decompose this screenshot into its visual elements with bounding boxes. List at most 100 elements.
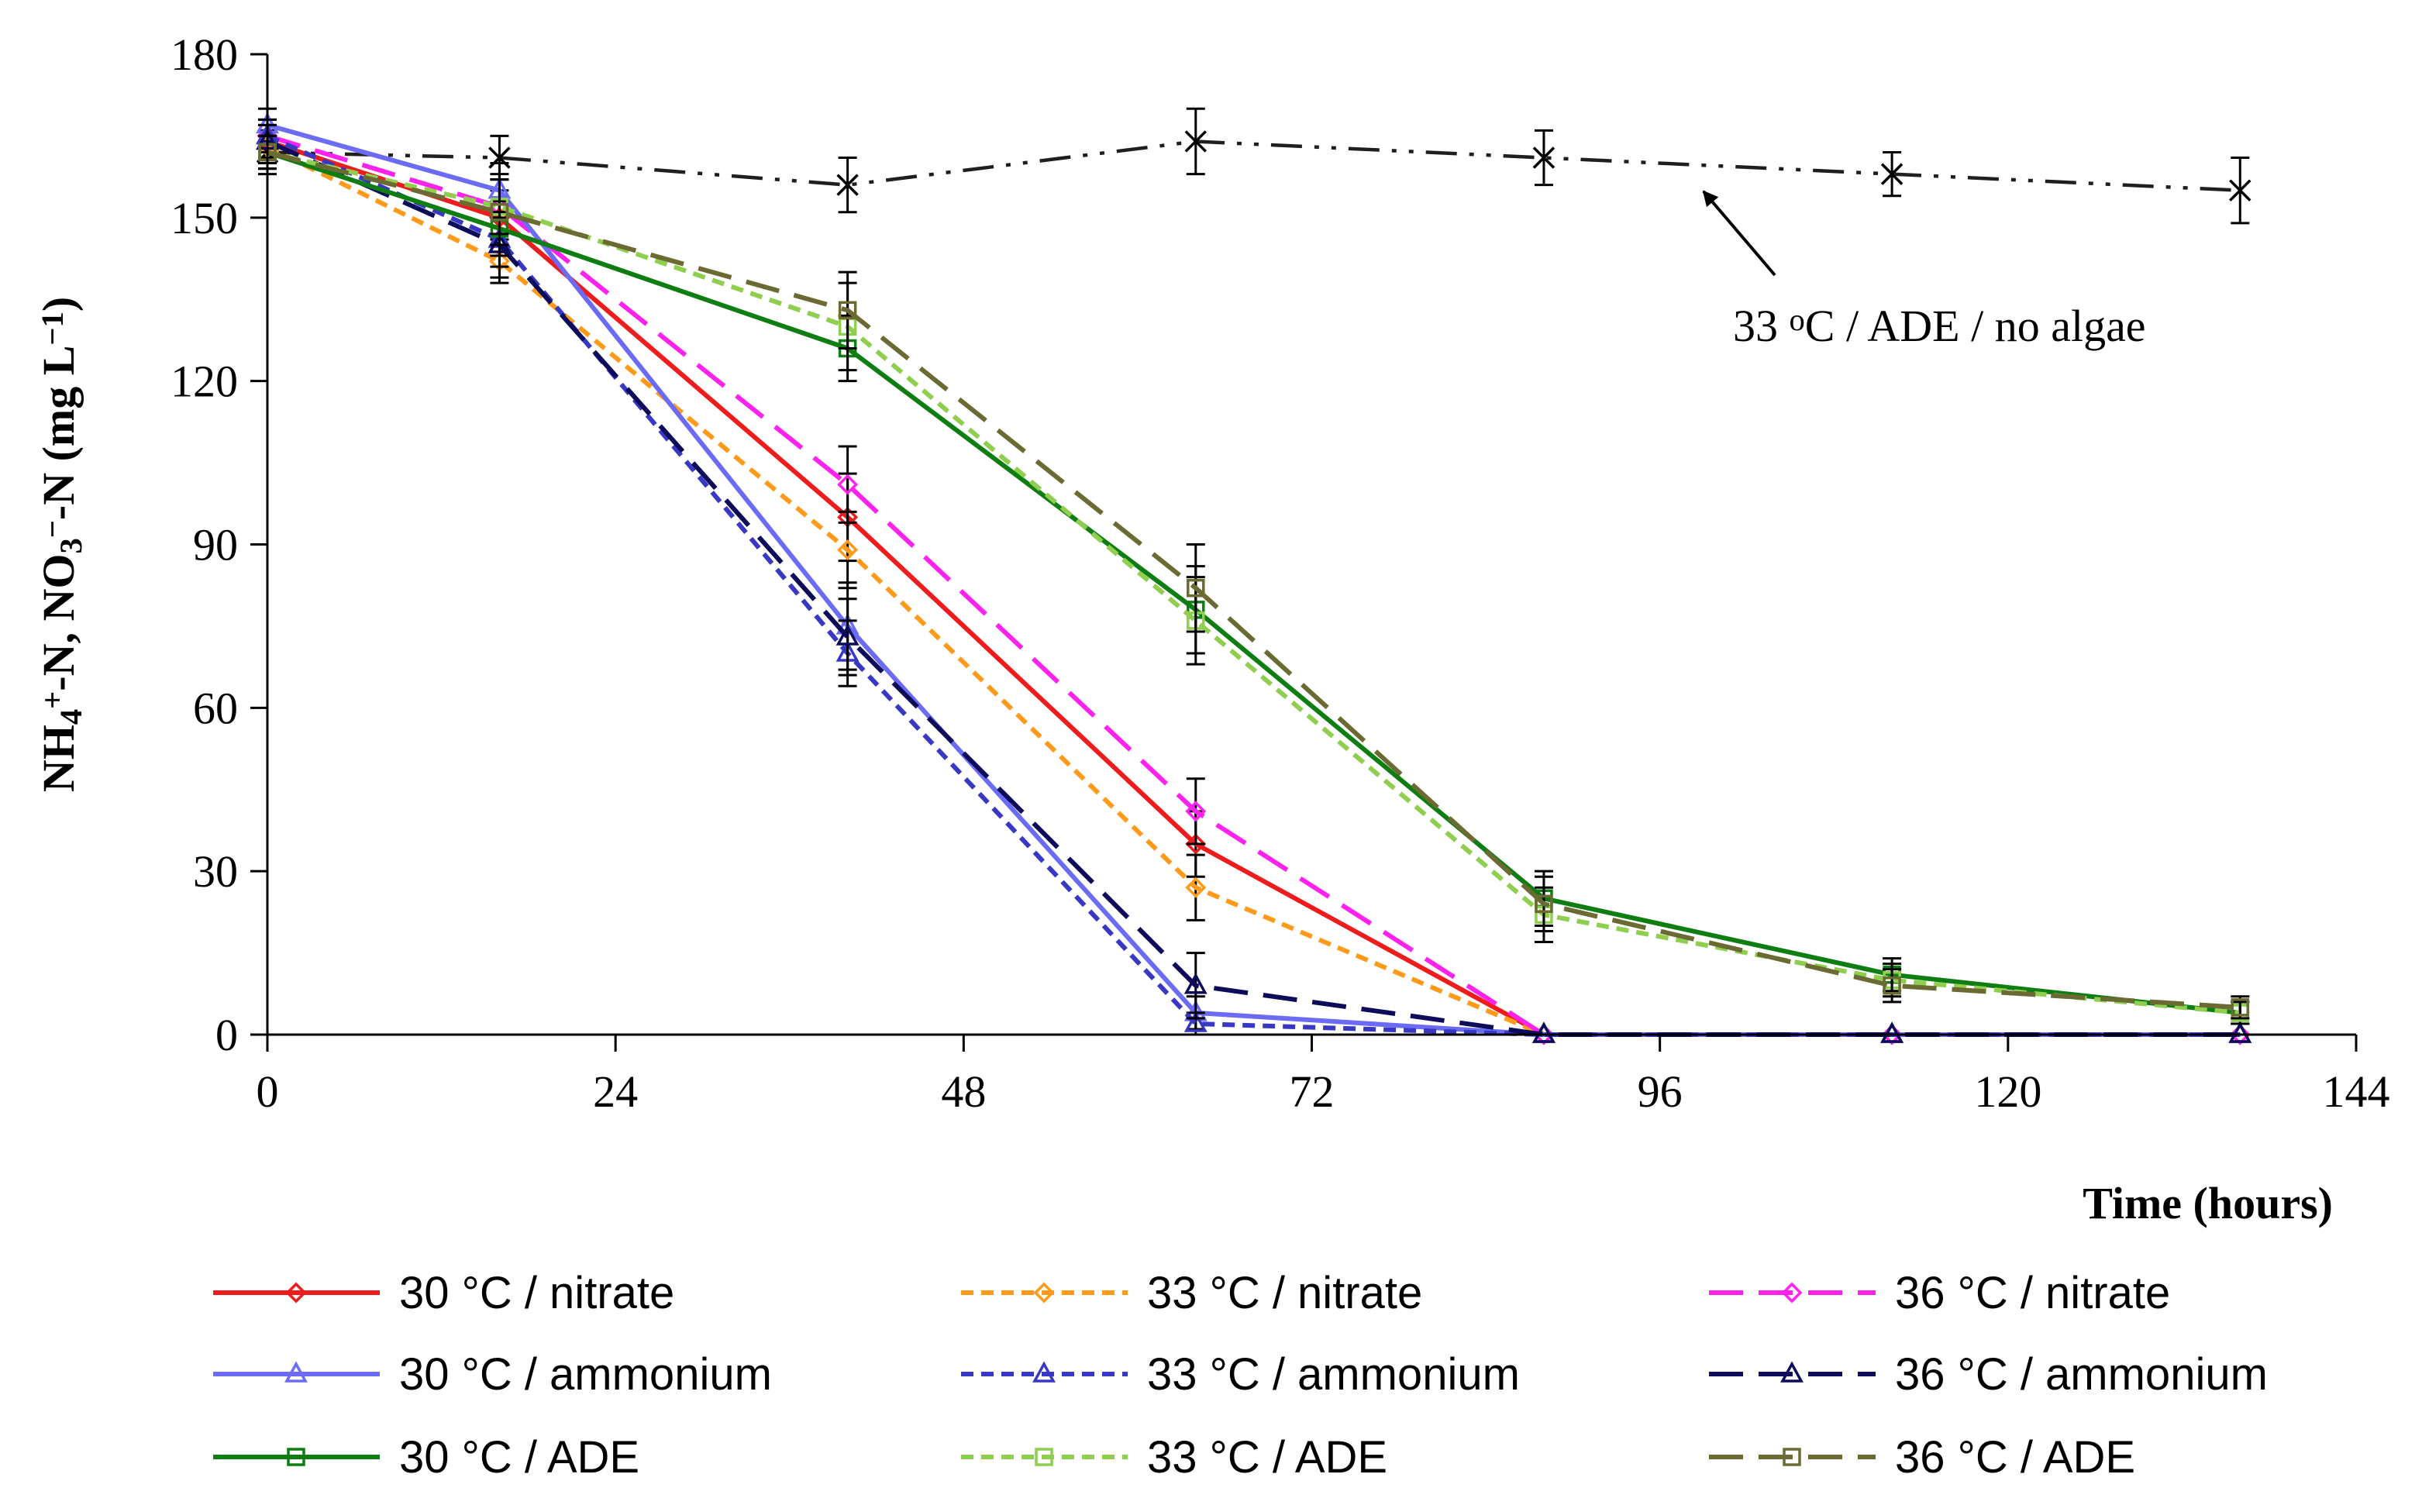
- legend-swatch-marker: [1032, 1361, 1056, 1383]
- annotation-label: 33 oC / ADE / no algae: [1733, 301, 2146, 351]
- data-point: [1883, 976, 1901, 995]
- y-tick-label: 120: [171, 356, 238, 407]
- data-point: [1184, 130, 1208, 153]
- legend-item-t36-nitrate: 36 °C / nitrate: [1709, 1268, 2170, 1318]
- x-tick-label: 0: [257, 1066, 279, 1117]
- legend-item-t30-ade: 30 °C / ADE: [213, 1432, 639, 1483]
- legend-item-t36-ammonium: 36 °C / ammonium: [1709, 1349, 2268, 1400]
- y-tick-label: 0: [215, 1010, 238, 1060]
- legend-label: 36 °C / ammonium: [1895, 1349, 2268, 1400]
- x-tick-label: 24: [593, 1066, 638, 1117]
- series-line: [267, 122, 2241, 1037]
- error-bar: [490, 178, 509, 246]
- legend-item-t30-nitrate: 30 °C / nitrate: [213, 1268, 674, 1318]
- series-t33-ammonium: [256, 118, 2252, 1043]
- legend-item-t33-nitrate: 33 °C / nitrate: [961, 1268, 1422, 1318]
- data-point: [1183, 1011, 1208, 1032]
- annotation-arrow: [1702, 190, 1776, 277]
- x-tick-label: 48: [941, 1066, 986, 1117]
- series-line: [267, 150, 2241, 1010]
- annotation: 33 oC / ADE / no algae: [1702, 190, 2146, 351]
- series-line: [267, 133, 2241, 1037]
- series-line: [267, 150, 2241, 1015]
- text-part: NH: [33, 725, 84, 792]
- legend-label: 33 °C / ammonium: [1147, 1349, 1520, 1400]
- legend-item-t33-ade: 33 °C / ADE: [961, 1432, 1387, 1483]
- x-tick-label: 144: [2323, 1066, 2390, 1117]
- series-line: [266, 144, 2241, 1037]
- legend-label: 30 °C / nitrate: [399, 1268, 674, 1318]
- legend: 30 °C / nitrate 33 °C / nitrate 36 °C / ni…: [213, 1268, 2268, 1483]
- data-point: [836, 174, 859, 196]
- data-point: [1880, 1021, 1904, 1043]
- legend-label: 33 °C / nitrate: [1147, 1268, 1422, 1318]
- data-point: [1535, 894, 1553, 914]
- x-tick-label: 72: [1290, 1066, 1335, 1117]
- legend-swatch-marker: [287, 1448, 305, 1466]
- data-point: [2229, 179, 2251, 201]
- legend-item-t36-ade: 36 °C / ADE: [1709, 1432, 2135, 1483]
- legend-label: 36 °C / ADE: [1895, 1432, 2135, 1483]
- data-point: [1185, 833, 1207, 855]
- data-point: [2228, 1021, 2252, 1043]
- legend-label: 33 °C / ADE: [1147, 1432, 1387, 1483]
- y-tick-label: 60: [193, 683, 238, 733]
- legend-swatch-marker: [1033, 1282, 1055, 1304]
- y-tick-label: 90: [193, 520, 238, 570]
- text-part: −: [35, 520, 70, 538]
- legend-swatch-marker: [1781, 1282, 1803, 1304]
- data-point: [1532, 146, 1556, 169]
- text-part: ): [33, 297, 84, 312]
- axes-layer: 0 30 60 90 120 150 180 0 24 48 72 96 120 144 Time (hou…: [33, 29, 2390, 1228]
- text-part: 4: [53, 709, 88, 725]
- error-bar: [1883, 968, 1902, 1004]
- data-point: [838, 301, 857, 320]
- series-layer: [256, 107, 2252, 1045]
- series-line: [267, 139, 2241, 1037]
- legend-label: 36 °C / nitrate: [1895, 1268, 2170, 1318]
- legend-swatch-marker: [285, 1282, 307, 1304]
- data-point: [1187, 578, 1205, 598]
- legend-swatch-marker: [1780, 1361, 1804, 1383]
- data-point: [488, 146, 511, 169]
- data-point: [2229, 1024, 2251, 1045]
- y-axis-title: NH4+-N, NO3−-N (mg L−1): [33, 297, 88, 792]
- series-t36-ade: [258, 134, 2250, 1020]
- x-axis-title: Time (hours): [2083, 1178, 2333, 1228]
- data-point: [1185, 801, 1207, 822]
- series-no-algae: [256, 107, 2251, 225]
- text-part: o: [1790, 302, 1805, 337]
- legend-label: 30 °C / ADE: [399, 1432, 639, 1483]
- data-point: [835, 624, 860, 646]
- x-tick-label: 96: [1638, 1066, 1683, 1117]
- legend-swatch-marker: [1783, 1448, 1801, 1466]
- text-part: -N (mg L: [33, 346, 84, 521]
- data-point: [490, 203, 509, 222]
- data-point: [1531, 1021, 1556, 1043]
- series-line: [267, 150, 2241, 1015]
- legend-swatch-marker: [1035, 1448, 1053, 1466]
- data-point: [1183, 973, 1208, 994]
- legend-swatch-marker: [284, 1361, 308, 1383]
- text-part: +: [35, 691, 70, 709]
- error-bar: [838, 598, 857, 677]
- legend-item-t30-ammonium: 30 °C / ammonium: [213, 1349, 772, 1400]
- y-tick-label: 30: [193, 846, 238, 897]
- data-point: [1185, 877, 1207, 898]
- legend-label: 30 °C / ammonium: [399, 1349, 772, 1400]
- data-point: [1881, 1024, 1903, 1045]
- data-point: [1880, 163, 1903, 185]
- y-tick-label: 150: [171, 193, 238, 243]
- data-point: [837, 539, 859, 561]
- x-tick-label: 120: [1974, 1066, 2041, 1117]
- text-part: C / ADE / no algae: [1805, 301, 2146, 351]
- text-part: -N, NO: [33, 554, 84, 691]
- series-t36-nitrate: [257, 118, 2251, 1045]
- error-bar: [838, 445, 857, 524]
- legend-item-t33-ammonium: 33 °C / ammonium: [961, 1349, 1520, 1400]
- data-point: [2231, 998, 2250, 1017]
- y-tick-label: 180: [171, 29, 238, 80]
- annotation-layer: 33 oC / ADE / no algae: [1702, 190, 2146, 351]
- text-part: 33: [1733, 301, 1790, 351]
